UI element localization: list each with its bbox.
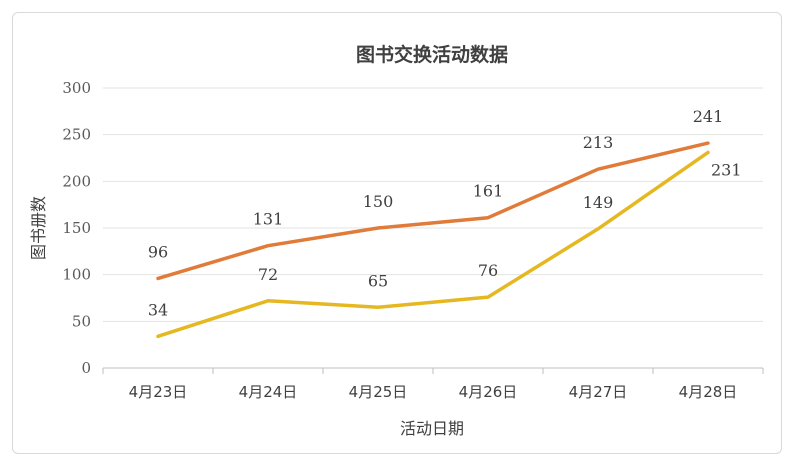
chart-frame bbox=[12, 12, 782, 454]
data-label: 34 bbox=[148, 300, 168, 319]
x-tick-label: 4月23日 bbox=[129, 383, 188, 401]
y-axis-title: 图书册数 bbox=[29, 196, 48, 260]
data-label: 231 bbox=[711, 160, 742, 179]
gridlines bbox=[103, 87, 763, 322]
y-tick-label: 0 bbox=[81, 359, 91, 377]
data-label: 131 bbox=[253, 210, 284, 229]
data-labels: 96 131 150 161 213 241 34 72 65 76 149 231 bbox=[148, 107, 742, 319]
chart-title: 图书交换活动数据 bbox=[356, 43, 508, 66]
data-label: 213 bbox=[583, 133, 614, 152]
series-line-2 bbox=[156, 150, 710, 339]
data-label: 241 bbox=[693, 107, 724, 126]
y-axis-ticks: 0 50 100 150 200 250 300 bbox=[62, 79, 91, 377]
data-label: 76 bbox=[478, 261, 498, 280]
series-line-1 bbox=[156, 141, 710, 281]
x-tick-label: 4月27日 bbox=[569, 383, 628, 401]
data-label: 161 bbox=[473, 182, 504, 201]
data-label: 65 bbox=[368, 271, 388, 290]
x-tick-label: 4月28日 bbox=[679, 383, 738, 401]
x-tick-label: 4月26日 bbox=[459, 383, 518, 401]
x-axis-title: 活动日期 bbox=[400, 419, 464, 438]
x-tick-label: 4月25日 bbox=[349, 383, 408, 401]
data-label: 72 bbox=[258, 265, 278, 284]
data-label: 96 bbox=[148, 242, 168, 261]
y-tick-label: 100 bbox=[62, 266, 91, 284]
y-tick-label: 50 bbox=[72, 312, 91, 330]
y-tick-label: 300 bbox=[62, 79, 91, 97]
series-lines bbox=[156, 141, 710, 339]
y-tick-label: 150 bbox=[62, 219, 91, 237]
y-tick-label: 250 bbox=[62, 126, 91, 144]
x-tick-label: 4月24日 bbox=[239, 383, 298, 401]
y-tick-label: 200 bbox=[62, 172, 91, 190]
data-label: 149 bbox=[583, 193, 614, 212]
x-axis: 4月23日 4月24日 4月25日 4月26日 4月27日 4月28日 bbox=[102, 367, 764, 401]
data-label: 150 bbox=[363, 192, 394, 211]
